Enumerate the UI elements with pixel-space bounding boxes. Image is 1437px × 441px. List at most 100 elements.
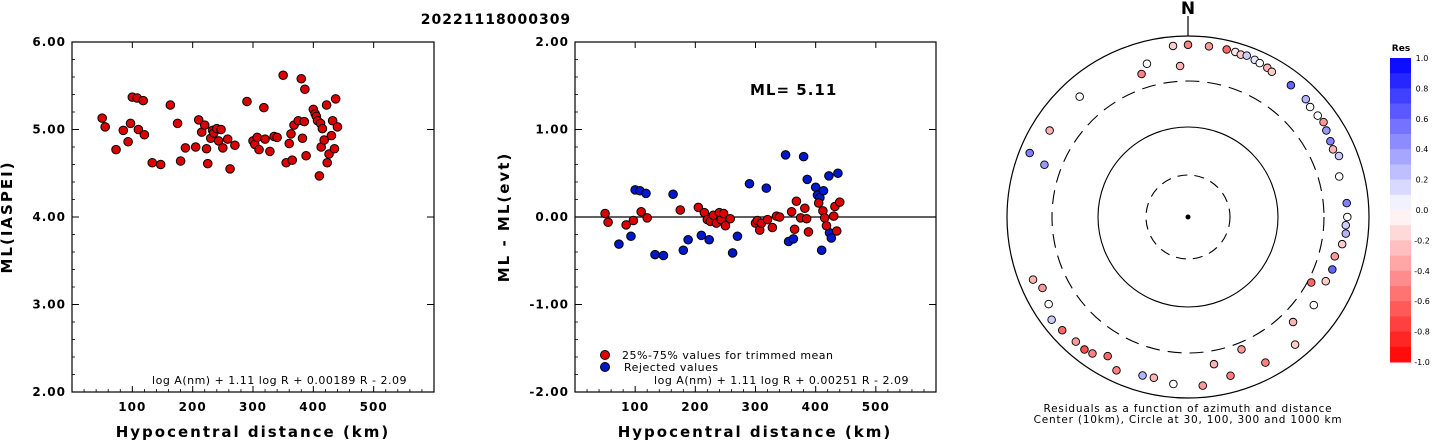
colorbar-cell [1390,346,1411,363]
polar-circle-1000km [1006,35,1370,399]
ml-point [222,134,233,144]
colorbar-cell [1390,286,1411,302]
ml-value-label: ML= 5.11 [750,81,837,99]
ml-point [265,146,275,157]
colorbar-tick-label: -0.6 [1414,297,1430,306]
station-residual-point [1337,239,1347,249]
ml-point [118,125,129,136]
colorbar-cell [1390,255,1411,272]
colorbar-tick-label: 0.4 [1416,145,1429,154]
colorbar-tick-label: 0.0 [1416,206,1429,215]
ml-point [100,122,110,132]
middle-formula: log A(nm) + 1.11 log R + 0.00251 R - 2.0… [654,374,909,387]
middle-ytick-label: 2.00 [535,35,569,49]
rejected-residual-point [727,248,738,258]
left-formula: log A(nm) + 1.11 log R + 0.00189 R - 2.0… [152,374,407,387]
colorbar-cell [1390,73,1411,89]
polar-circle-300km [1051,80,1325,354]
ml-point [287,155,298,165]
trimmed-residual-point [636,206,646,217]
left-ticks: 100 200 300 400 500 2.00 3.00 4.00 5.00 6.00 [32,35,434,414]
ml-point [138,95,148,106]
ml-point [322,157,333,168]
station-residual-point [1040,160,1049,169]
ml-point [330,94,341,104]
station-residual-point [1103,351,1112,361]
ml-point [199,120,210,130]
rejected-residual-point [810,182,821,193]
rejected-residual-point [696,230,707,241]
station-residual-point [1330,252,1340,261]
ml-point [133,124,144,135]
station-residual-point [1255,58,1264,68]
station-residual-point [1088,349,1097,358]
trimmed-residual-point [800,203,810,214]
station-residual-point [1142,59,1152,69]
ml-point [321,100,332,110]
station-residual-point [1328,145,1338,154]
station-residual-point [1038,283,1047,293]
rejected-residual-point [826,233,837,243]
trimmed-residual-point [720,220,731,231]
station-residual-point [1288,317,1298,327]
ml-point [314,171,325,181]
colorbar-cell [1390,194,1411,211]
station-residual-point [1242,51,1251,60]
rejected-residual-point [614,239,624,249]
middle-xtick-label: 200 [681,400,709,414]
trimmed-residual-point [774,212,785,222]
trimmed-residual-point [600,208,610,219]
ml-point [172,118,183,129]
trimmed-residual-point [831,226,842,236]
ml-point [278,70,288,81]
middle-panel: 100 200 300 400 500 -2.00 -1.00 0.00 1.00 2.00 ML… [495,35,937,441]
ml-point [180,143,191,153]
left-x-axis-label: Hypocentral distance (km) [116,423,391,441]
ml-point [242,96,252,107]
station-residual-point [1267,67,1277,77]
station-residual-point [1112,366,1121,375]
colorbar-cell [1390,270,1411,287]
trimmed-residual-point [718,208,729,219]
colorbar-cell [1390,103,1411,120]
trimmed-residual-point [803,227,814,237]
trimmed-residual-point [603,217,613,228]
ml-point [297,133,308,144]
left-ytick-label: 4.00 [32,210,66,224]
middle-ytick-label: 0.00 [535,210,569,224]
colorbar-ticks: 1.0 0.8 0.6 0.4 0.2 0.0 -0.2 -0.4 -0.6 -0.8 -1.0 [1414,54,1430,367]
polar-circle-30km [1145,174,1231,260]
colorbar-cell [1390,316,1411,333]
left-xtick-label: 500 [360,400,388,414]
middle-xtick-label: 100 [621,400,649,414]
polar-caption-line1: Residuals as a function of azimuth and d… [1044,403,1333,415]
ml-point [202,158,213,169]
trimmed-residual-point [791,196,802,207]
station-residual-point [1237,345,1246,354]
rejected-residual-point [798,151,809,162]
colorbar-cell [1390,331,1411,348]
rejected-residual-point [744,178,755,189]
station-residual-point [1138,371,1147,380]
rejected-residual-point [683,234,693,245]
polar-panel: N Residuals as a function of azimuth and… [1006,0,1370,426]
left-xtick-label: 100 [118,400,146,414]
middle-points [600,150,845,261]
colorbar-cell [1390,58,1411,74]
middle-xtick-label: 400 [802,400,830,414]
ml-point [139,129,150,140]
rejected-residual-point [818,185,829,196]
polar-points [1025,40,1352,390]
colorbar-cell [1390,210,1411,226]
colorbar-cell [1390,240,1411,257]
station-residual-point [1321,276,1330,286]
station-residual-point [1198,381,1207,390]
left-panel: 100 200 300 400 500 2.00 3.00 4.00 5.00 6.00 ML(I… [0,35,435,441]
station-residual-point [1075,92,1084,101]
station-residual-point [1313,111,1322,120]
station-residual-point [1309,300,1319,310]
legend-rejected-label: Rejected values [624,361,719,374]
colorbar-tick-label: 0.6 [1416,115,1429,124]
station-residual-point [1328,265,1337,274]
station-residual-point [1334,172,1344,181]
